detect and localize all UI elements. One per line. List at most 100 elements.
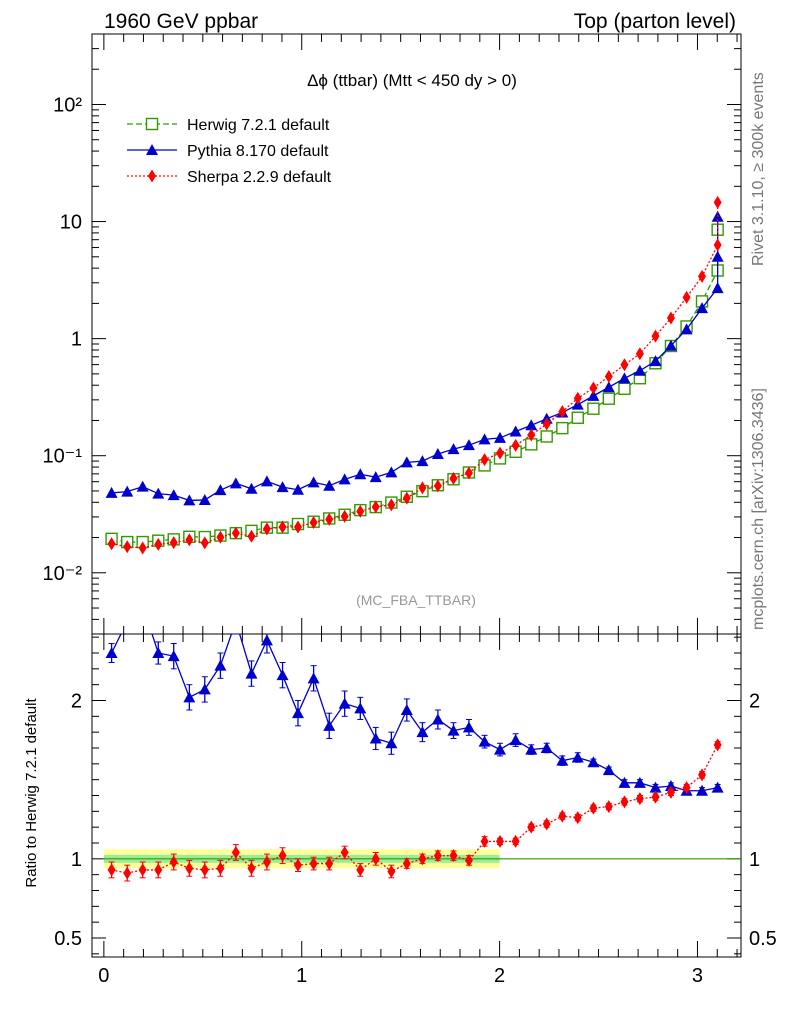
y-tick-label: 10 (60, 212, 82, 234)
ratio-point (169, 855, 178, 869)
data-point (154, 537, 163, 551)
ratio-point (587, 756, 600, 768)
ratio-point (354, 702, 367, 714)
ratio-point (293, 858, 302, 872)
data-point (542, 417, 551, 431)
data-point (462, 439, 475, 451)
ratio-point (387, 865, 396, 878)
y-tick-label: 1 (71, 329, 82, 351)
data-point (696, 302, 709, 314)
header-left: 1960 GeV ppbar (104, 10, 258, 33)
data-point (635, 347, 644, 361)
legend-marker (148, 169, 156, 183)
ratio-point (291, 707, 304, 719)
ratio-point (418, 852, 427, 866)
data-point (633, 364, 646, 376)
y-tick-label: 10⁻¹ (43, 446, 83, 468)
data-point (247, 529, 256, 543)
x-tick-label: 3 (692, 965, 703, 987)
data-point (664, 339, 677, 351)
ratio-point (154, 863, 163, 877)
data-point (682, 290, 691, 304)
data-point (587, 389, 600, 401)
data-point (464, 466, 473, 480)
header-right: Top (parton level) (574, 10, 736, 33)
data-point (698, 269, 707, 283)
mcplots-label: mcplots.cern.ch [arXiv:1306.3436] (750, 388, 767, 630)
data-point (680, 323, 693, 335)
data-point (478, 433, 491, 445)
data-point (556, 421, 569, 435)
data-point (245, 482, 258, 494)
ratio-point (185, 861, 194, 875)
ratio-series-group (103, 600, 741, 882)
data-point (402, 491, 411, 505)
ratio-point (230, 615, 242, 626)
data-point (651, 329, 660, 343)
ratio-point (635, 792, 644, 806)
data-point (416, 455, 429, 467)
ratio-point (711, 781, 724, 793)
series-line (111, 202, 719, 549)
data-point (121, 485, 134, 497)
x-tick-label: 2 (494, 965, 505, 987)
ratio-point (138, 863, 147, 877)
data-point (511, 438, 520, 452)
ratio-point (698, 768, 707, 782)
ratio-point (183, 691, 196, 703)
data-point (571, 411, 584, 424)
data-point (573, 391, 582, 405)
data-point (138, 541, 147, 555)
x-tick-label: 0 (98, 965, 109, 987)
data-point (480, 453, 489, 467)
ratio-point (340, 846, 349, 859)
ratio-point (493, 743, 506, 755)
ratio-point (307, 672, 320, 684)
data-point (262, 522, 271, 536)
ratio-point (571, 751, 584, 763)
ratio-point (231, 846, 240, 859)
data-point (260, 475, 273, 487)
ratio-point (713, 738, 722, 752)
data-point (558, 405, 567, 419)
ratio-point (276, 669, 289, 681)
ratio-point (573, 811, 582, 825)
data-point (495, 446, 504, 460)
ratio-frame (91, 633, 742, 958)
ratio-point (480, 834, 489, 848)
ratio-point (527, 820, 536, 834)
ratio-tick-label: 2 (71, 691, 82, 713)
data-point (200, 536, 209, 550)
data-point (371, 500, 380, 514)
ratio-point (245, 667, 258, 679)
data-point (183, 494, 196, 506)
ratio-point (618, 776, 631, 788)
ratio-point (214, 659, 227, 671)
ratio-point (620, 795, 629, 809)
data-point (356, 504, 365, 518)
data-point (711, 282, 724, 294)
ratio-point (137, 600, 149, 611)
data-point (666, 311, 675, 325)
data-point (602, 381, 615, 393)
ratio-point (402, 857, 411, 871)
ratio-point (509, 734, 522, 746)
data-point (152, 487, 165, 499)
ratio-point (602, 764, 615, 776)
data-point (169, 536, 178, 550)
data-point (167, 489, 180, 501)
series-line (111, 216, 719, 502)
main-title: Δϕ (ttbar) (Mtt < 450 dy > 0) (307, 71, 517, 90)
data-point (431, 447, 444, 459)
data-point (354, 468, 367, 480)
data-point (214, 484, 227, 496)
ratio-point (696, 784, 709, 796)
data-point (136, 480, 149, 492)
data-point (525, 419, 538, 431)
ratio-series-line (111, 744, 719, 874)
data-point (105, 486, 118, 498)
ratio-point (447, 724, 460, 736)
data-point (387, 498, 396, 512)
data-point (198, 493, 211, 505)
